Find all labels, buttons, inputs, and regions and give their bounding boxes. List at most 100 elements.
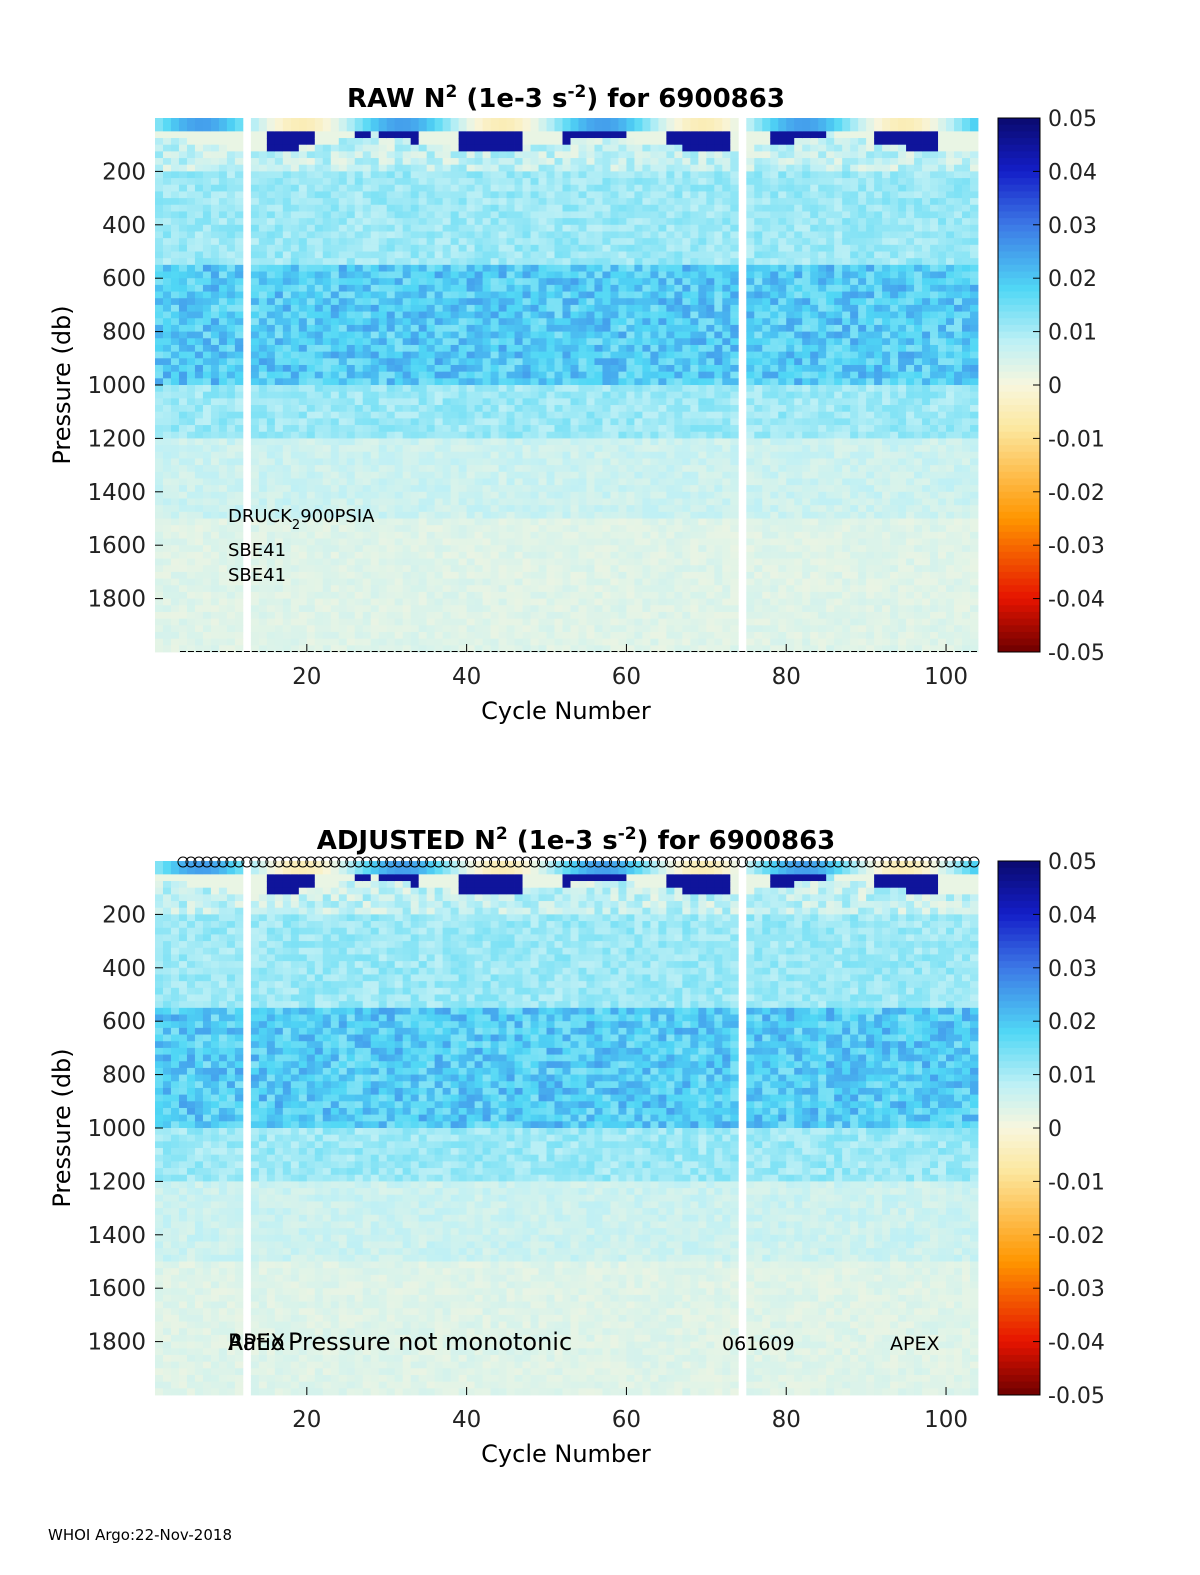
heatmap-cell — [434, 158, 444, 166]
heatmap-cell — [250, 511, 260, 519]
heatmap-cell — [562, 558, 571, 566]
heatmap-cell — [218, 351, 228, 359]
heatmap-cell — [586, 531, 595, 539]
heatmap-cell — [586, 291, 595, 299]
heatmap-cell — [170, 344, 180, 353]
heatmap-cell — [586, 324, 595, 332]
heatmap-cell — [346, 311, 356, 319]
heatmap-cell — [482, 405, 491, 413]
heatmap-cell — [634, 585, 643, 593]
heatmap-cell — [282, 625, 292, 633]
heatmap-cell — [602, 364, 611, 373]
heatmap-cell — [530, 331, 539, 339]
heatmap-cell — [538, 538, 547, 546]
heatmap-cell — [218, 171, 228, 179]
heatmap-column — [490, 118, 499, 653]
heatmap-cell — [202, 565, 212, 573]
heatmap-cell — [466, 371, 476, 379]
heatmap-cell — [426, 631, 436, 640]
heatmap-cell — [210, 164, 220, 172]
heatmap-cell — [594, 631, 603, 640]
heatmap-cell — [538, 591, 547, 599]
heatmap-cell — [642, 411, 651, 419]
heatmap-cell — [586, 431, 595, 439]
heatmap-cell — [450, 244, 460, 252]
heatmap-cell — [346, 264, 356, 272]
heatmap-cell — [202, 491, 212, 499]
heatmap-cell — [162, 264, 172, 272]
heatmap-cell — [410, 351, 420, 359]
heatmap-cell — [226, 344, 236, 353]
heatmap-cell — [354, 224, 364, 232]
heatmap-cell — [546, 291, 555, 299]
heatmap-cell — [466, 571, 476, 579]
heatmap-cell — [202, 291, 212, 299]
heatmap-cell — [490, 605, 499, 613]
heatmap-cell — [322, 565, 332, 573]
heatmap-cell — [210, 224, 220, 232]
heatmap-cell — [186, 545, 196, 553]
heatmap-cell — [322, 578, 332, 586]
heatmap-cell — [330, 338, 340, 346]
heatmap-cell — [426, 498, 436, 506]
heatmap-cell — [506, 525, 515, 533]
heatmap-cell — [570, 291, 579, 299]
heatmap-cell — [178, 324, 188, 332]
heatmap-cell — [402, 491, 412, 499]
heatmap-cell — [482, 458, 491, 466]
heatmap-cell — [250, 638, 260, 646]
heatmap-cell — [290, 231, 300, 239]
heatmap-cell — [554, 451, 563, 459]
heatmap-cell — [522, 411, 531, 419]
heatmap-cell — [514, 511, 523, 519]
heatmap-cell — [426, 164, 436, 172]
heatmap-cell — [194, 411, 204, 419]
heatmap-cell — [418, 358, 428, 366]
heatmap-cell — [274, 324, 284, 332]
heatmap-cell — [578, 558, 587, 566]
heatmap-cell — [346, 438, 356, 446]
heatmap-cell — [330, 425, 340, 433]
heatmap-cell — [274, 538, 284, 546]
heatmap-cell — [442, 271, 452, 279]
heatmap-cell — [546, 611, 555, 620]
heatmap-cell — [178, 238, 188, 246]
heatmap-cell — [594, 405, 603, 413]
heatmap-cell — [514, 211, 523, 219]
heatmap-cell — [442, 298, 452, 306]
heatmap-cell — [586, 158, 595, 166]
heatmap-cell — [202, 511, 212, 519]
heatmap-cell — [586, 631, 595, 640]
heatmap-cell — [370, 418, 380, 426]
heatmap-cell — [258, 211, 268, 219]
heatmap-cell — [450, 578, 460, 586]
heatmap-cell — [634, 298, 643, 306]
heatmap-cell — [578, 458, 587, 466]
heatmap-cell — [330, 498, 340, 506]
heatmap-cell — [338, 344, 348, 353]
heatmap-cell — [522, 378, 531, 386]
heatmap-cell — [506, 471, 515, 479]
heatmap-cell — [466, 558, 476, 566]
heatmap-cell — [522, 171, 531, 179]
heatmap-cell — [442, 371, 452, 379]
heatmap-cell — [194, 511, 204, 519]
heatmap-cell — [570, 364, 579, 373]
heatmap-cell — [386, 131, 396, 139]
heatmap-cell — [418, 191, 428, 199]
heatmap-cell — [290, 244, 300, 252]
heatmap-cell — [482, 304, 491, 312]
heatmap-cell — [250, 311, 260, 319]
heatmap-cell — [554, 271, 563, 279]
heatmap-cell — [386, 631, 396, 640]
heatmap-cell — [634, 198, 643, 206]
heatmap-cell — [314, 318, 324, 326]
heatmap-cell — [354, 605, 364, 613]
heatmap-cell — [362, 405, 372, 413]
heatmap-cell — [586, 511, 595, 519]
heatmap-cell — [394, 258, 404, 266]
heatmap-cell — [586, 498, 595, 506]
heatmap-cell — [554, 178, 563, 186]
heatmap-cell — [162, 625, 172, 633]
heatmap-cell — [226, 445, 236, 453]
